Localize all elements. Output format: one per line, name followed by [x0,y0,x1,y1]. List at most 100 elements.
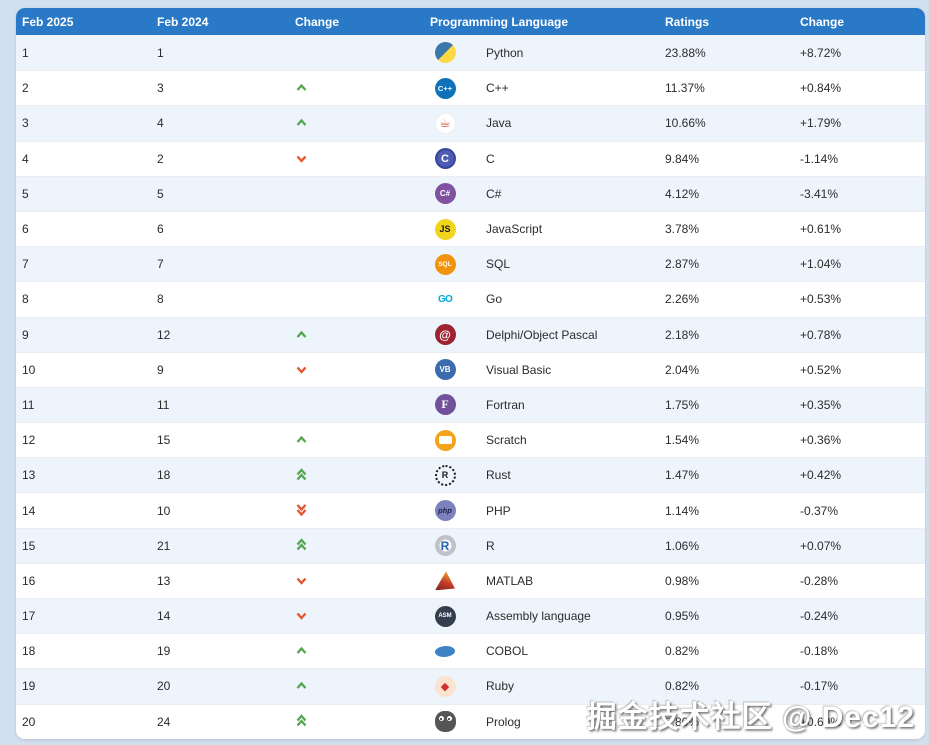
table-row: 1 1 Python 23.88% +8.72% [16,35,925,71]
table-body: 1 1 Python 23.88% +8.72% 2 3 C++ C++ 11.37% +0.84%… [16,35,925,739]
language-icon-cell: php [424,500,466,522]
language-icon-cell: C [424,148,466,170]
rank-current-cell: 10 [22,362,36,377]
rank-current-cell: 19 [22,679,36,694]
table-row: 9 12 @ Delphi/Object Pascal 2.18% +0.78% [16,316,925,352]
change-value: -3.41% [800,186,839,201]
language-icon-cell [424,571,466,591]
language-icon-cell: F [424,394,466,416]
rank-current-cell: 3 [22,116,29,131]
c-icon: C [434,148,456,170]
rank-change-cell [289,538,424,553]
rank-previous-cell: 12 [157,327,171,342]
language-icon-cell [424,429,466,451]
language-icon-cell: VB [424,359,466,381]
language-name: Python [486,45,524,60]
language-icon-cell: R [424,464,466,486]
rank-change-cell [289,330,424,340]
rank-previous-cell: 15 [157,433,171,448]
down-arrow-icon [296,612,307,620]
language-name: Java [486,116,512,131]
language-icon-cell: ◆ [424,675,466,697]
rating-value: 2.26% [665,292,700,307]
change-value: -0.18% [800,644,839,659]
tiobe-index-table: Feb 2025 Feb 2024 Change Programming Lan… [16,8,925,739]
change-value: -0.24% [800,609,839,624]
header-change: Change [295,14,340,29]
rank-current-cell: 18 [22,644,36,659]
rank-previous-cell: 3 [157,81,164,96]
rank-change-cell [289,714,424,729]
table-row: 5 5 C# C# 4.12% -3.41% [16,175,925,211]
rank-current-cell: 8 [22,292,29,307]
down-arrow-icon [296,155,307,163]
matlab-icon [435,571,455,591]
rust-icon: R [434,464,456,486]
header-feb-2025: Feb 2025 [22,14,74,29]
r-icon: R [434,535,456,557]
rank-previous-cell: 18 [157,468,171,483]
rating-value: 1.75% [665,397,700,412]
ruby-icon: ◆ [434,675,456,697]
rank-previous-cell: 2 [157,151,164,166]
rank-change-cell [289,154,424,164]
rank-previous-cell: 24 [157,714,171,729]
language-name: Go [486,292,503,307]
change-value: -1.14% [800,151,839,166]
rating-value: 10.66% [665,116,706,131]
change-value: +0.78% [800,327,842,342]
rating-value: 0.82% [665,644,700,659]
rank-current-cell: 2 [22,81,29,96]
rank-change-cell [289,435,424,445]
go-icon: GO [438,293,453,305]
rating-value: 0.82% [665,679,700,694]
rank-current-cell: 7 [22,257,29,272]
language-name: Prolog [486,714,521,729]
rating-value: 23.88% [665,45,706,60]
table-row: 15 21 R R 1.06% +0.07% [16,527,925,563]
language-name: Rust [486,468,511,483]
header-programming-language: Programming Language [430,14,569,29]
rank-change-cell [289,611,424,621]
up-arrow-icon [296,682,307,690]
language-icon-cell: R [424,535,466,557]
table-row: 17 14 ASM Assembly language 0.95% -0.24% [16,598,925,634]
rank-previous-cell: 1 [157,45,164,60]
python-icon [434,42,456,64]
rank-change-cell [289,468,424,483]
rank-previous-cell: 13 [157,573,171,588]
rank-change-cell [289,576,424,586]
cobol-icon [434,644,456,659]
change-value: +0.36% [800,433,842,448]
rank-previous-cell: 11 [157,397,170,412]
language-icon-cell: GO [424,289,466,310]
header-change-pct: Change [800,14,845,29]
rank-previous-cell: 8 [157,292,164,307]
rank-current-cell: 16 [22,573,36,588]
down-double-arrow-icon [296,504,307,517]
rank-change-cell [289,503,424,518]
change-value: +1.79% [800,116,842,131]
rank-current-cell: 1 [22,45,29,60]
rating-value: 2.18% [665,327,700,342]
change-value: +1.04% [800,257,842,272]
table-row: 19 20 ◆ Ruby 0.82% -0.17% [16,668,925,704]
rank-previous-cell: 7 [157,257,164,272]
header-feb-2024: Feb 2024 [157,14,209,29]
language-name: R [486,538,495,553]
rank-previous-cell: 10 [157,503,171,518]
rank-change-cell [289,365,424,375]
rating-value: 2.87% [665,257,700,272]
up-double-arrow-icon [296,714,307,727]
rank-previous-cell: 6 [157,222,164,237]
asm-icon: ASM [434,605,456,627]
language-icon-cell: JS [424,218,466,240]
rating-value: 1.06% [665,538,700,553]
csharp-icon: C# [434,183,456,205]
up-arrow-icon [296,646,307,655]
language-icon-cell [424,42,466,64]
language-name: PHP [486,503,511,518]
up-double-arrow-icon [296,538,307,551]
language-icon-cell [424,644,466,659]
cpp-icon: C++ [434,77,456,99]
